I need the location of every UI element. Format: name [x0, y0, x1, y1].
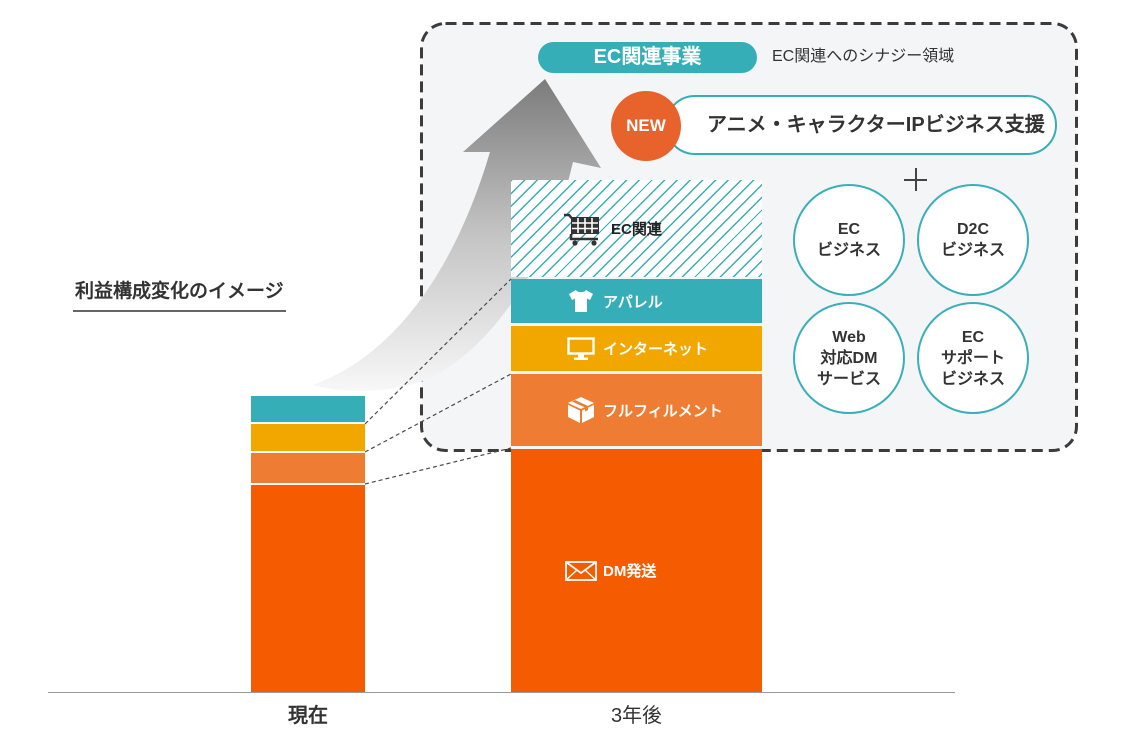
segment-label-apparel: アパレル — [603, 293, 663, 311]
business-line: 対応DM — [820, 349, 878, 367]
business-line: サポート — [940, 349, 1005, 367]
new-business-label: アニメ・キャラクターIPビジネス支援 — [707, 114, 1045, 136]
future-segment-internet: インターネット — [511, 326, 762, 371]
current-segment-orange-light — [251, 453, 365, 483]
business-line: ビジネス — [940, 242, 1005, 259]
envelope-icon — [563, 560, 599, 581]
diagram-title: 利益構成変化のイメージ — [73, 281, 286, 312]
ec-synergy-caption: EC関連へのシナジー領域 — [772, 48, 955, 65]
plus-sign — [915, 168, 917, 191]
ec-business-heading: EC関連事業 — [538, 42, 757, 73]
business-line: EC — [837, 221, 861, 238]
current-segment-teal — [251, 396, 365, 422]
baseline — [48, 692, 955, 693]
segment-label-dm: DM発送 — [603, 563, 657, 580]
business-line: ビジネス — [940, 370, 1005, 388]
future-segment-fulfillment: フルフィルメント — [511, 374, 762, 446]
new-badge: NEW — [611, 91, 681, 161]
business-line: ビジネス — [816, 242, 881, 259]
current-segment-yellow — [251, 424, 365, 451]
segment-label-fulfillment: フルフィルメント — [603, 402, 723, 420]
business-line: Web — [832, 328, 866, 346]
future-segment-ec: EC関連 — [511, 180, 762, 277]
connector-line — [364, 447, 512, 485]
business-circle-d2c: D2C ビジネス — [917, 184, 1029, 296]
segment-label-internet: インターネット — [603, 341, 709, 358]
connector-line — [364, 278, 512, 425]
bar-label-future: 3年後 — [610, 705, 663, 727]
future-segment-apparel: アパレル — [511, 279, 762, 323]
monitor-icon — [563, 336, 599, 361]
t-shirt-icon — [563, 289, 599, 313]
shopping-cart-icon — [563, 212, 601, 246]
business-circle-web-dm: Web 対応DM サービス — [793, 302, 905, 414]
business-circle-ec: EC ビジネス — [793, 184, 905, 296]
box-icon — [563, 396, 599, 424]
future-segment-dm: DM発送 — [511, 449, 762, 692]
business-line: D2C — [956, 221, 989, 238]
business-circle-ec-support: EC サポート ビジネス — [917, 302, 1029, 414]
growth-arrow — [313, 79, 601, 391]
segment-label-ec: EC関連 — [611, 221, 662, 238]
bar-label-current: 現在 — [288, 705, 328, 727]
current-segment-orange-dark — [251, 485, 365, 692]
business-line: EC — [961, 328, 985, 346]
new-business-pill: アニメ・キャラクターIPビジネス支援 — [665, 95, 1057, 155]
business-line: サービス — [816, 370, 881, 388]
